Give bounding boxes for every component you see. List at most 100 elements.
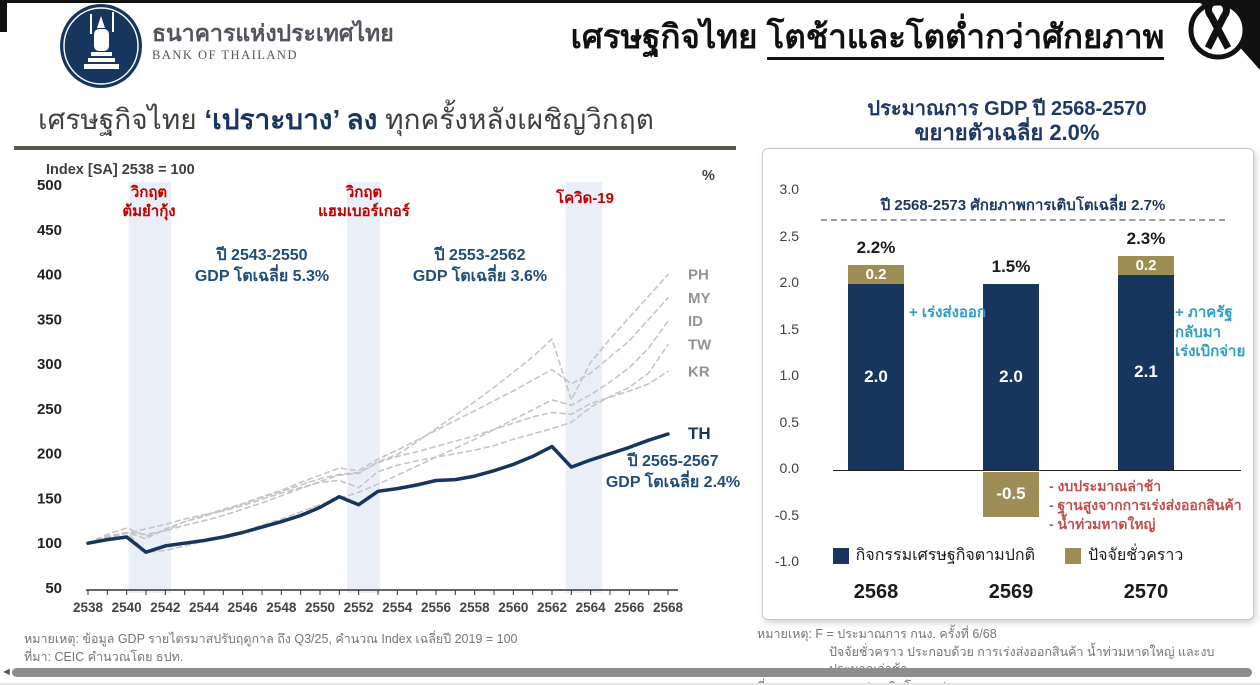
bar-y-tick-label: 0.0 [779, 460, 799, 476]
bar-y-tick-label: 2.0 [779, 274, 799, 290]
left-footnote: หมายเหตุ: ข้อมูล GDP รายไตรมาสปรับฤดูกาล… [24, 631, 518, 666]
bar-plot-area: 3.0 2.5 2.0 1.5 1.0 0.5 0.0 -0.5 -1.0 2.0 0.2 2.2% 2… [763, 149, 1253, 619]
bottom-edge-line [0, 683, 1260, 685]
bar-y-tick-label: 2.5 [779, 227, 799, 244]
series-label-ID: ID [688, 313, 703, 330]
potential-growth-label: ปี 2568-2573 ศักยภาพการเติบโตเฉลี่ย 2.7% [880, 196, 1166, 214]
crisis-label-hamburger: วิกฤต แฮมเบอร์เกอร์ [318, 184, 410, 220]
series-label-KR: KR [688, 363, 710, 380]
logo-text: ธนาคารแห่งประเทศไทย BANK OF THAILAND [152, 20, 394, 63]
y-tick-label: 400 [37, 267, 62, 284]
slide-title: เศรษฐกิจไทย โตช้าและโตต่ำกว่าศักยภาพ [560, 10, 1175, 63]
series-label-PH: PH [688, 267, 709, 284]
bar-chart-legend: กิจกรรมเศรษฐกิจตามปกติ ปัจจัยชั่วคราว [763, 543, 1253, 568]
legend-label-temporary-factors: ปัจจัยชั่วคราว [1087, 547, 1184, 564]
y-tick-label: 150 [37, 490, 62, 507]
bank-of-thailand-logo-icon [60, 4, 142, 88]
x-tick-label: 2554 [382, 600, 413, 615]
left-footnote-note: หมายเหตุ: ข้อมูล GDP รายไตรมาสปรับฤดูกาล… [24, 632, 518, 646]
left-title-bold: ‘เปราะบาง’ ลง [204, 104, 378, 135]
y-tick-label: 350 [37, 311, 62, 328]
bar-y-tick-label: -1.0 [774, 553, 799, 569]
right-chart-subtitle: ขยายตัวเฉลี่ย 2.0% [914, 120, 1100, 145]
left-title-prefix: เศรษฐกิจไทย [38, 104, 205, 135]
bar-category-label-2569: 2569 [988, 581, 1034, 603]
legend-label-normal-activity: กิจกรรมเศรษฐกิจตามปกติ [855, 547, 1035, 564]
x-tick-label: 2556 [421, 600, 452, 615]
x-tick-label: 2560 [498, 600, 528, 615]
x-tick-label: 2566 [614, 600, 645, 615]
logo-thai-name: ธนาคารแห่งประเทศไทย [152, 20, 394, 46]
y-tick-label: 300 [37, 356, 62, 373]
annotation-government: + ภาครัฐ กลับมา เร่งเบิกจ่าย [1175, 304, 1246, 360]
y-tick-label: 450 [37, 222, 62, 239]
bar-temporary-factor-2569: -0.5 [983, 472, 1039, 517]
period-annotation-2: ปี 2553-2562 GDP โตเฉลี่ย 3.6% [412, 247, 548, 285]
y-tick-label: 500 [37, 177, 62, 194]
x-tick-label: 2558 [460, 600, 491, 615]
bar-y-tick-label: 0.5 [779, 413, 799, 430]
bar-temporary-factor-2570: 0.2 [1118, 256, 1174, 275]
period-annotation-1: ปี 2543-2550 GDP โตเฉลี่ย 5.3% [194, 247, 330, 285]
bar-normal-activity-2568: 2.0 [848, 284, 904, 470]
x-tick-label: 2568 [653, 600, 684, 615]
line-series-TH [86, 432, 670, 554]
left-corner-mark [0, 0, 7, 32]
x-tick-label: 2564 [576, 600, 607, 615]
x-tick-label: 2550 [305, 600, 335, 615]
y-tick-label: 100 [37, 535, 62, 552]
left-chart-title: เศรษฐกิจไทย ‘เปราะบาง’ ลง ทุกครั้งหลังเผ… [38, 98, 654, 142]
mourning-ribbon-icon [1188, 0, 1260, 70]
bar-total-label-2569: 1.5% [991, 257, 1031, 276]
scrollbar-left-arrow[interactable]: ◄ [1, 666, 12, 678]
right-footnote-note: หมายเหตุ: F = ประมาณการ กนง. ครั้งที่ 6/… [757, 627, 997, 641]
crisis-label-tomyum: วิกฤต ต้มยำกุ้ง [122, 184, 176, 220]
legend-item-temporary-factors: ปัจจัยชั่วคราว [1064, 543, 1184, 568]
period-annotation-3: ปี 2565-2567 GDP โตเฉลี่ย 2.4% [605, 453, 741, 491]
top-border [0, 0, 1260, 3]
bar-temporary-factor-2568: 0.2 [848, 265, 904, 284]
legend-item-normal-activity: กิจกรรมเศรษฐกิจตามปกติ [832, 543, 1035, 568]
bar-normal-activity-2570: 2.1 [1118, 274, 1174, 470]
horizontal-scrollbar-thumb[interactable] [12, 668, 1252, 677]
crisis-shaded-band [565, 182, 603, 593]
crisis-shaded-band [128, 182, 172, 593]
bar-total-label-2570: 2.3% [1126, 229, 1166, 249]
y-tick-label: 200 [37, 446, 62, 463]
right-chart-title: ประมาณการ GDP ปี 2568-2570 [867, 98, 1147, 120]
bar-category-label-2568: 2568 [853, 581, 899, 603]
bar-total-label-2568: 2.2% [856, 238, 896, 258]
line-series-PH [87, 273, 669, 545]
line-series-ID [87, 320, 669, 554]
annotation-negative-factors: - งบประมาณล่าช้า - ฐานสูงจากการเร่งส่งออ… [1049, 478, 1242, 532]
line-series-TW [87, 343, 669, 545]
left-footnote-source: ที่มา: CEIC คำนวณโดย ธปท. [24, 649, 184, 664]
x-tick-label: 2538 [73, 600, 104, 615]
x-tick-label: 2562 [537, 600, 567, 615]
bar-category-label-2570: 2570 [1123, 581, 1169, 603]
series-label-TH: TH [688, 424, 711, 443]
line-series-MY [87, 297, 669, 545]
x-tick-label: 2540 [112, 600, 142, 615]
gdp-index-line-chart: 2538 2540 2542 2544 2546 2548 2550 2552 2554 2556… [0, 160, 745, 630]
series-label-TW: TW [688, 336, 712, 353]
logo-english-name: BANK OF THAILAND [152, 48, 298, 63]
bar-y-tick-label: 1.5 [779, 320, 799, 337]
series-label-MY: MY [688, 290, 711, 307]
left-title-suffix: ทุกครั้งหลังเผชิญวิกฤต [377, 104, 654, 135]
x-tick-label: 2544 [189, 600, 220, 615]
slide-title-plain: เศรษฐกิจไทย [570, 18, 767, 55]
legend-swatch-navy [832, 547, 849, 564]
x-tick-label: 2548 [266, 600, 297, 615]
annotation-export: + เร่งส่งออก [909, 304, 987, 321]
bar-normal-activity-2569: 2.0 [983, 284, 1039, 470]
line-chart-canvas: 2538 2540 2542 2544 2546 2548 2550 2552 2554 2556… [37, 177, 712, 615]
x-tick-label: 2546 [228, 600, 259, 615]
right-footnote-source: ที่มา: สศช. และการประเมินโดย ธปท. [757, 679, 1257, 685]
x-tick-label: 2552 [344, 600, 374, 615]
gdp-forecast-bar-chart: ปี 2568-2573 ศักยภาพการเติบโตเฉลี่ย 2.7%… [762, 148, 1254, 620]
zero-axis-line [833, 470, 1241, 471]
bar-y-tick-label: 1.0 [779, 367, 799, 383]
y-tick-label: 50 [45, 580, 62, 597]
potential-growth-dashed-line [821, 218, 1225, 221]
